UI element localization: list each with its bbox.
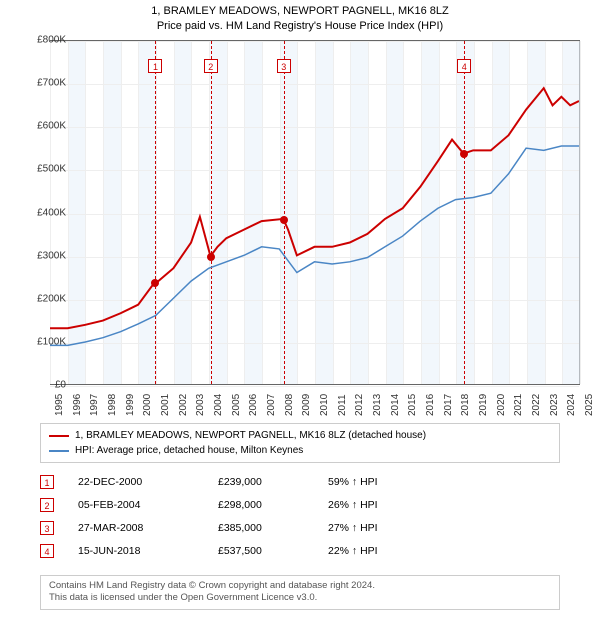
x-tick-label: 2022 bbox=[531, 394, 542, 416]
table-row: 4 15-JUN-2018£537,50022% ↑ HPI bbox=[40, 539, 560, 562]
chart-title-block: 1, BRAMLEY MEADOWS, NEWPORT PAGNELL, MK1… bbox=[0, 0, 600, 35]
table-row: 1 22-DEC-2000£239,00059% ↑ HPI bbox=[40, 470, 560, 493]
title-line-2: Price paid vs. HM Land Registry's House … bbox=[0, 19, 600, 34]
x-tick-label: 1998 bbox=[107, 394, 118, 416]
gridline-h bbox=[50, 386, 579, 387]
legend-row: HPI: Average price, detached house, Milt… bbox=[49, 443, 551, 458]
line-series-svg bbox=[50, 41, 579, 384]
x-tick-label: 1995 bbox=[54, 394, 65, 416]
x-tick-label: 2006 bbox=[248, 394, 259, 416]
x-tick-label: 1996 bbox=[72, 394, 83, 416]
table-row-marker: 4 bbox=[40, 544, 54, 558]
x-tick-label: 2002 bbox=[178, 394, 189, 416]
table-row: 2 05-FEB-2004£298,00026% ↑ HPI bbox=[40, 493, 560, 516]
y-tick-label: £800K bbox=[20, 35, 66, 46]
x-tick-label: 2013 bbox=[372, 394, 383, 416]
x-tick-label: 1997 bbox=[89, 394, 100, 416]
table-cell-date: 15-JUN-2018 bbox=[78, 545, 218, 557]
table-cell-pct: 26% ↑ HPI bbox=[328, 499, 428, 511]
x-tick-label: 2019 bbox=[478, 394, 489, 416]
table-cell-date: 05-FEB-2004 bbox=[78, 499, 218, 511]
table-row-marker: 3 bbox=[40, 521, 54, 535]
sales-table: 1 22-DEC-2000£239,00059% ↑ HPI 2 05-FEB-200… bbox=[40, 470, 560, 562]
x-tick-label: 2010 bbox=[319, 394, 330, 416]
x-tick-label: 2024 bbox=[566, 394, 577, 416]
x-tick-label: 2017 bbox=[443, 394, 454, 416]
x-tick-label: 2025 bbox=[584, 394, 595, 416]
chart-plot-area: 1234 bbox=[50, 40, 580, 385]
table-cell-pct: 27% ↑ HPI bbox=[328, 522, 428, 534]
y-tick-label: £400K bbox=[20, 207, 66, 218]
legend-row: 1, BRAMLEY MEADOWS, NEWPORT PAGNELL, MK1… bbox=[49, 428, 551, 443]
x-tick-label: 2015 bbox=[407, 394, 418, 416]
x-tick-label: 2021 bbox=[513, 394, 524, 416]
x-tick-label: 2018 bbox=[460, 394, 471, 416]
y-tick-label: £300K bbox=[20, 250, 66, 261]
y-tick-label: £600K bbox=[20, 121, 66, 132]
y-tick-label: £500K bbox=[20, 164, 66, 175]
legend-swatch bbox=[49, 450, 69, 452]
table-row-marker: 2 bbox=[40, 498, 54, 512]
x-tick-label: 2008 bbox=[284, 394, 295, 416]
legend-box: 1, BRAMLEY MEADOWS, NEWPORT PAGNELL, MK1… bbox=[40, 423, 560, 463]
table-cell-pct: 22% ↑ HPI bbox=[328, 545, 428, 557]
x-tick-label: 2007 bbox=[266, 394, 277, 416]
x-tick-label: 1999 bbox=[125, 394, 136, 416]
footer-line-2: This data is licensed under the Open Gov… bbox=[49, 592, 551, 604]
gridline-v bbox=[580, 41, 581, 384]
x-tick-label: 2003 bbox=[195, 394, 206, 416]
footer-box: Contains HM Land Registry data © Crown c… bbox=[40, 575, 560, 610]
x-tick-label: 2016 bbox=[425, 394, 436, 416]
table-row: 3 27-MAR-2008£385,00027% ↑ HPI bbox=[40, 516, 560, 539]
x-tick-label: 2001 bbox=[160, 394, 171, 416]
table-cell-price: £298,000 bbox=[218, 499, 328, 511]
x-tick-label: 2000 bbox=[142, 394, 153, 416]
y-tick-label: £200K bbox=[20, 293, 66, 304]
x-tick-label: 2020 bbox=[496, 394, 507, 416]
table-row-marker: 1 bbox=[40, 475, 54, 489]
y-tick-label: £0 bbox=[20, 380, 66, 391]
table-cell-price: £537,500 bbox=[218, 545, 328, 557]
legend-label: HPI: Average price, detached house, Milt… bbox=[75, 443, 303, 458]
x-tick-label: 2004 bbox=[213, 394, 224, 416]
y-tick-label: £700K bbox=[20, 78, 66, 89]
legend-swatch bbox=[49, 435, 69, 437]
table-cell-date: 22-DEC-2000 bbox=[78, 476, 218, 488]
table-cell-price: £385,000 bbox=[218, 522, 328, 534]
x-tick-label: 2014 bbox=[390, 394, 401, 416]
title-line-1: 1, BRAMLEY MEADOWS, NEWPORT PAGNELL, MK1… bbox=[0, 4, 600, 19]
table-cell-date: 27-MAR-2008 bbox=[78, 522, 218, 534]
footer-line-1: Contains HM Land Registry data © Crown c… bbox=[49, 580, 551, 592]
series-hpi bbox=[50, 146, 579, 345]
y-tick-label: £100K bbox=[20, 336, 66, 347]
x-tick-label: 2009 bbox=[301, 394, 312, 416]
table-cell-price: £239,000 bbox=[218, 476, 328, 488]
x-tick-label: 2012 bbox=[354, 394, 365, 416]
x-tick-label: 2005 bbox=[231, 394, 242, 416]
x-tick-label: 2011 bbox=[337, 394, 348, 416]
table-cell-pct: 59% ↑ HPI bbox=[328, 476, 428, 488]
series-property bbox=[50, 88, 579, 328]
x-tick-label: 2023 bbox=[549, 394, 560, 416]
legend-label: 1, BRAMLEY MEADOWS, NEWPORT PAGNELL, MK1… bbox=[75, 428, 426, 443]
